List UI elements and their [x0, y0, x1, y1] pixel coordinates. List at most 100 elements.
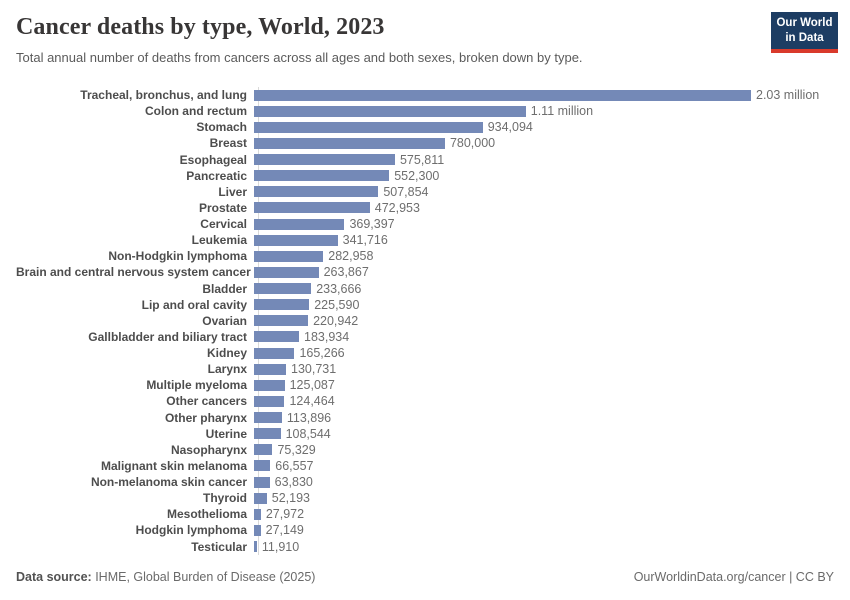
bar[interactable] [254, 218, 345, 230]
value-label: 113,896 [286, 410, 332, 425]
category-label: Esophageal [179, 152, 247, 167]
value-label: 11,910 [261, 539, 300, 554]
bar[interactable] [254, 363, 286, 375]
value-label: 63,830 [274, 475, 313, 490]
bar[interactable] [254, 444, 273, 456]
value-label: 263,867 [323, 265, 369, 280]
bar[interactable] [254, 428, 281, 440]
value-label: 27,972 [265, 507, 305, 522]
bar-row: Liver 507,854 [16, 184, 834, 200]
bar-row: Kidney 165,266 [16, 345, 834, 361]
category-label: Nasopharynx [170, 442, 247, 457]
bar-row: Hodgkin lymphoma 27,149 [16, 522, 834, 538]
bar-row: Lip and oral cavity 225,590 [16, 297, 834, 313]
bar[interactable] [254, 299, 310, 311]
bar-row: Larynx 130,731 [16, 361, 834, 377]
bar-rows-container: Tracheal, bronchus, and lung 2.03 million… [16, 87, 834, 555]
bar[interactable] [254, 492, 267, 504]
category-label: Tracheal, bronchus, and lung [80, 88, 247, 103]
value-label: 341,716 [342, 233, 388, 248]
category-label: Non-Hodgkin lymphoma [108, 249, 247, 264]
value-label: 934,094 [487, 120, 533, 135]
value-label: 125,087 [289, 378, 335, 393]
bar-row: Esophageal 575,811 [16, 152, 834, 168]
bar-row: Gallbladder and biliary tract 183,934 [16, 329, 834, 345]
data-source-label: Data source: [16, 570, 92, 584]
category-label: Stomach [196, 120, 247, 135]
category-label: Larynx [207, 362, 247, 377]
value-label: 780,000 [449, 136, 496, 151]
bar[interactable] [254, 250, 324, 262]
bar-row: Prostate 472,953 [16, 200, 834, 216]
page-title: Cancer deaths by type, World, 2023 [16, 14, 385, 40]
value-label: 369,397 [349, 217, 395, 232]
bar-row: Cervical 369,397 [16, 216, 834, 232]
bar[interactable] [254, 395, 285, 407]
bar[interactable] [254, 89, 751, 101]
chart-header: Cancer deaths by type, World, 2023 Total… [16, 14, 750, 65]
category-label: Pancreatic [186, 168, 247, 183]
category-label: Gallbladder and biliary tract [88, 329, 247, 344]
bar[interactable] [254, 379, 285, 391]
bar[interactable] [254, 137, 445, 149]
bar-row: Bladder 233,666 [16, 281, 834, 297]
bar[interactable] [254, 508, 261, 520]
owid-logo: Our World in Data [771, 12, 838, 53]
bar-row: Multiple myeloma 125,087 [16, 377, 834, 393]
bar[interactable] [254, 202, 370, 214]
value-label: 282,958 [328, 249, 374, 264]
bar[interactable] [254, 524, 261, 536]
bar[interactable] [254, 283, 312, 295]
bar-row: Malignant skin melanoma 66,557 [16, 458, 834, 474]
category-label: Non-melanoma skin cancer [90, 475, 247, 490]
bar-row: Colon and rectum 1.11 million [16, 103, 834, 119]
value-label: 575,811 [399, 152, 445, 167]
bar[interactable] [254, 186, 379, 198]
bar[interactable] [254, 476, 270, 488]
category-label: Breast [209, 136, 247, 151]
category-label: Mesothelioma [166, 507, 247, 522]
bar-row: Nasopharynx 75,329 [16, 442, 834, 458]
bar[interactable] [254, 105, 526, 117]
owid-logo-line2: in Data [785, 31, 824, 44]
value-label: 108,544 [285, 426, 331, 441]
value-label: 130,731 [291, 362, 337, 377]
data-source[interactable]: Data source: IHME, Global Burden of Dise… [16, 570, 315, 584]
bar-row: Testicular 11,910 [16, 539, 834, 555]
value-label: 233,666 [316, 281, 362, 296]
bar[interactable] [254, 412, 282, 424]
bar-row: Other cancers 124,464 [16, 393, 834, 409]
value-label: 552,300 [394, 168, 440, 183]
category-label: Bladder [202, 281, 247, 296]
chart-footer: Data source: IHME, Global Burden of Dise… [16, 570, 834, 584]
bar-row: Brain and central nervous system cancer 2… [16, 264, 834, 280]
bar-row: Pancreatic 552,300 [16, 168, 834, 184]
bar[interactable] [254, 154, 395, 166]
bar[interactable] [254, 234, 338, 246]
bar-row: Ovarian 220,942 [16, 313, 834, 329]
bar[interactable] [254, 460, 271, 472]
bar-row: Leukemia 341,716 [16, 232, 834, 248]
bar[interactable] [254, 315, 309, 327]
bar[interactable] [254, 121, 483, 133]
bar-chart: Tracheal, bronchus, and lung 2.03 million… [16, 87, 834, 555]
bar-row: Tracheal, bronchus, and lung 2.03 million [16, 87, 834, 103]
bar[interactable] [254, 541, 257, 553]
value-label: 2.03 million [756, 88, 820, 103]
category-label: Lip and oral cavity [141, 297, 247, 312]
bar[interactable] [254, 347, 295, 359]
bar[interactable] [254, 331, 300, 343]
category-label: Testicular [191, 539, 247, 554]
category-label: Malignant skin melanoma [100, 458, 247, 473]
credit-link[interactable]: OurWorldinData.org/cancer | CC BY [633, 570, 834, 584]
bar[interactable] [254, 170, 390, 182]
category-label: Uterine [205, 426, 247, 441]
data-source-text: IHME, Global Burden of Disease (2025) [91, 570, 316, 584]
bar[interactable] [254, 266, 319, 278]
value-label: 472,953 [374, 200, 420, 215]
category-label: Hodgkin lymphoma [135, 523, 247, 538]
bar-row: Non-melanoma skin cancer 63,830 [16, 474, 834, 490]
category-label: Kidney [206, 346, 247, 361]
category-label: Leukemia [191, 233, 247, 248]
value-label: 1.11 million [530, 104, 594, 119]
